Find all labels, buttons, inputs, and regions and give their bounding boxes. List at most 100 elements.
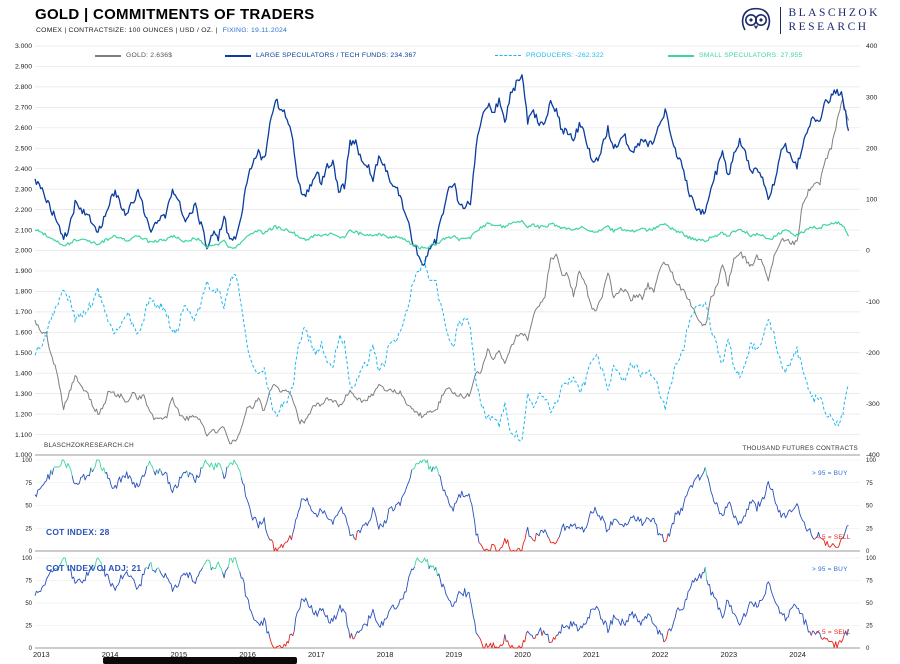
cot-index-oi-adj-line xyxy=(663,630,669,643)
small-speculators-line-swatch xyxy=(668,54,694,57)
cot-index-oi-adj-line xyxy=(152,568,158,573)
left-axis-tick-label: 2.200 xyxy=(15,207,32,214)
cot-index-oi-adj-line xyxy=(293,597,351,639)
cot-index-line xyxy=(357,469,413,534)
left-axis-tick-label: 1.500 xyxy=(15,350,32,357)
cot2-sell-note: < 5 = SELL xyxy=(816,629,851,636)
cot-index-right-tick-label: 100 xyxy=(866,458,877,464)
cot-index-oi-adj-line xyxy=(355,566,415,635)
cot-index-oi-adj-line xyxy=(549,634,557,644)
x-axis-year-label: 2015 xyxy=(171,650,188,659)
cot-index-line xyxy=(187,467,202,484)
cot-index-line xyxy=(478,532,527,552)
cot-index-oi-adj-line xyxy=(292,631,295,637)
cot-index-line xyxy=(93,459,106,474)
cot-index-line xyxy=(535,529,550,539)
fixing-date: FIXING: 19.11.2024 xyxy=(222,27,288,34)
cot-index-line xyxy=(269,535,291,552)
cot-index-oi-adj-line xyxy=(210,567,214,571)
cot-index-label: COT INDEX: 28 xyxy=(46,527,110,537)
cot-index-oi-adj-line xyxy=(706,579,812,636)
cot-index-line xyxy=(431,466,434,472)
cot-index-line xyxy=(815,531,822,539)
legend-item-producers: PRODUCERS: -262.322 xyxy=(495,52,604,59)
left-axis-tick-label: 1.000 xyxy=(15,452,32,459)
x-axis-year-label: 2022 xyxy=(652,650,669,659)
cot-index-oi-adj-line xyxy=(90,564,95,571)
cot-index-oi-adj-line xyxy=(239,571,271,639)
cot-index-oi-adj-line xyxy=(149,561,153,571)
cot-index-right-tick-label: 0 xyxy=(866,549,870,555)
cot-index-oi-adj-line xyxy=(212,561,224,573)
cot-index-oi-adj-line xyxy=(145,567,149,570)
cot-index-oi-adj-line xyxy=(428,565,431,570)
cot-index-oi-adj-line xyxy=(505,633,527,649)
chart-legend: GOLD: 2.636$ LARGE SPECULATORS / TECH FU… xyxy=(0,52,900,64)
cot-index-oi-adj-right-tick-label: 50 xyxy=(866,601,873,607)
cot-index-oi-adj-line xyxy=(202,559,212,571)
cot-index-oi-adj-left-tick-label: 0 xyxy=(29,646,33,652)
x-axis-year-label: 2013 xyxy=(33,650,50,659)
right-axis-tick-label: 0 xyxy=(866,248,870,255)
cot-index-oi-adj-line xyxy=(57,566,60,571)
cot-index-oi-adj-line xyxy=(69,568,92,584)
cot-index-line xyxy=(821,537,842,548)
cot-index-line xyxy=(186,470,189,478)
left-axis-tick-label: 1.400 xyxy=(15,370,32,377)
cot2-buy-note: > 95 = BUY xyxy=(812,566,848,573)
cot-index-oi-adj-line xyxy=(352,634,357,640)
cot-index-oi-adj-line xyxy=(437,573,480,638)
cot-index-line xyxy=(90,467,93,473)
right-axis-tick-label: 100 xyxy=(866,197,878,204)
cot-index-line xyxy=(104,466,148,489)
cot-index-oi-label: COT INDEX OI ADJ: 21 xyxy=(46,563,142,573)
series-line-gold xyxy=(34,98,849,445)
cot-index-oi-adj-line xyxy=(55,568,59,572)
left-axis-tick-label: 1.300 xyxy=(15,391,32,398)
right-axis-units: THOUSAND FUTURES CONTRACTS xyxy=(742,445,858,452)
x-axis-year-label: 2014 xyxy=(102,650,119,659)
cot-index-line xyxy=(548,536,560,545)
right-axis-tick-label: -200 xyxy=(866,350,880,357)
legend-item-gold: GOLD: 2.636$ xyxy=(95,52,172,59)
cot-index-oi-adj-line xyxy=(93,565,96,571)
left-axis-tick-label: 2.900 xyxy=(15,64,32,71)
cot-index-line xyxy=(704,467,708,475)
cot-index-oi-adj-line xyxy=(94,557,103,571)
large-speculators-line-swatch xyxy=(225,54,251,57)
cot-index-line xyxy=(53,459,73,477)
cot-index-oi-adj-line xyxy=(147,563,151,570)
cot-index-oi-adj-right-tick-label: 25 xyxy=(866,624,873,630)
cot-index-oi-adj-line xyxy=(269,634,291,649)
cot-index-line xyxy=(411,459,433,472)
left-axis-tick-label: 1.200 xyxy=(15,411,32,418)
cot-index-line xyxy=(663,533,669,543)
cot-index-line xyxy=(354,530,358,541)
cot-index-oi-adj-line xyxy=(34,568,56,596)
cot-index-line xyxy=(51,468,55,475)
legend-item-small-speculators: SMALL SPECULATORS: 27.955 xyxy=(668,52,802,59)
cot-index-line xyxy=(200,459,224,473)
cot-index-line xyxy=(290,533,294,540)
cot-index-line xyxy=(222,466,228,480)
cot-index-line xyxy=(813,537,816,540)
cot-index-oi-adj-line xyxy=(159,567,203,592)
cot-index-oi-adj-line xyxy=(504,634,507,642)
cot-index-oi-adj-left-tick-label: 100 xyxy=(22,556,33,562)
cot-index-oi-adj-line xyxy=(414,557,430,569)
cot-index-oi-adj-line xyxy=(58,557,70,571)
x-axis-year-label: 2016 xyxy=(239,650,256,659)
cot-index-right-tick-label: 25 xyxy=(866,526,873,532)
cot-index-oi-adj-line xyxy=(435,567,438,577)
logo-divider xyxy=(779,6,782,34)
cot-index-line xyxy=(160,470,188,494)
cot-index-line xyxy=(531,533,537,542)
cot-index-line xyxy=(292,497,355,539)
cot-index-oi-adj-line xyxy=(478,634,506,649)
legend-label-producers: PRODUCERS: -262.322 xyxy=(526,52,604,59)
x-axis-year-label: 2018 xyxy=(377,650,394,659)
cot-index-line xyxy=(159,468,162,472)
cot-index-oi-adj-line xyxy=(812,630,822,639)
